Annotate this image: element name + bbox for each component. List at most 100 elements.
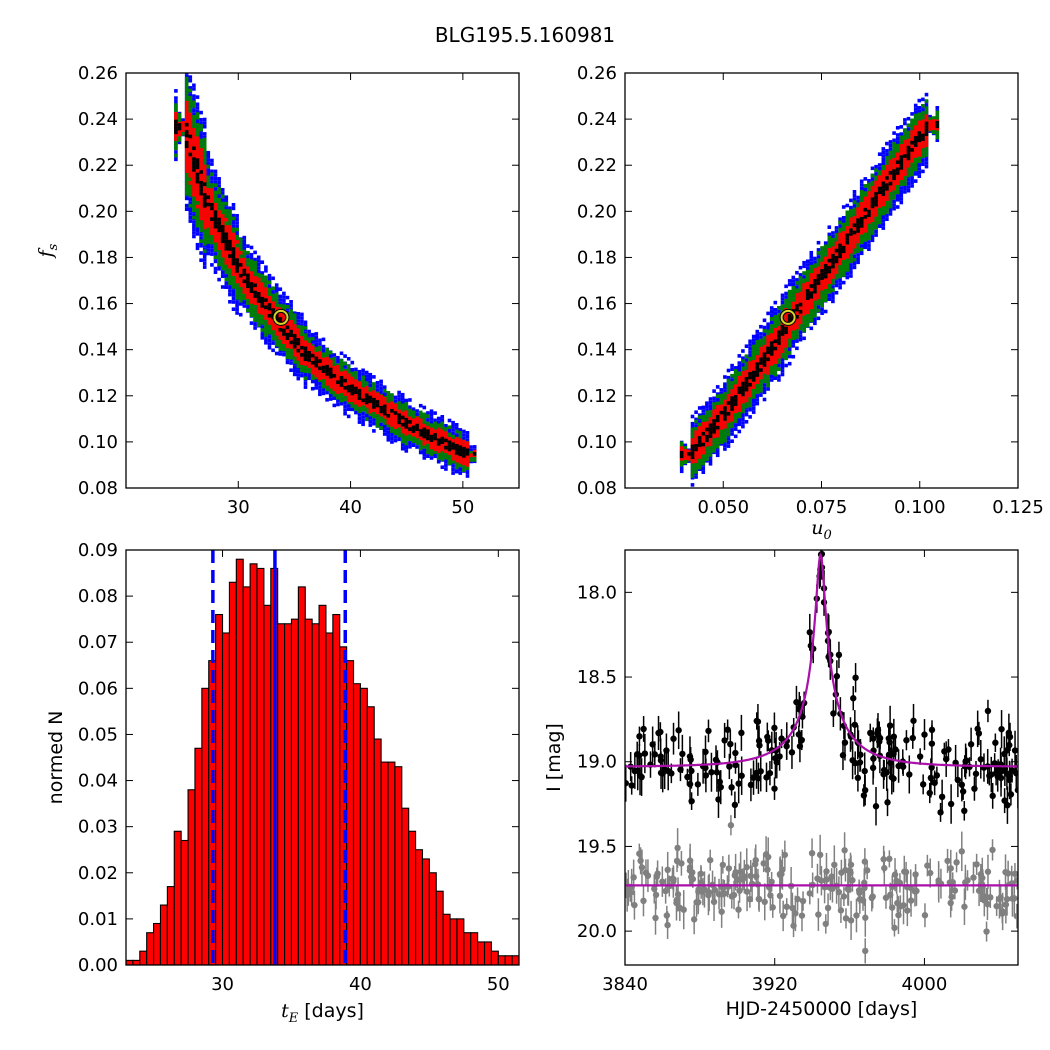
density-cell [195, 172, 200, 177]
density-cell [220, 205, 225, 209]
density-cell [447, 454, 452, 458]
density-cell [411, 429, 416, 433]
density-cell [217, 235, 221, 240]
density-cell [336, 380, 340, 384]
density-cell [220, 270, 225, 275]
density-cell [318, 338, 322, 343]
density-cell [199, 145, 203, 150]
density-cell [350, 391, 355, 396]
density-cell [426, 418, 430, 422]
density-cell [274, 286, 279, 291]
density-cell [318, 376, 322, 381]
density-cell [307, 337, 311, 341]
density-cell [199, 239, 203, 243]
density-cell [285, 303, 290, 307]
density-cell [426, 414, 430, 418]
density-cell [235, 279, 239, 284]
density-cell [264, 329, 268, 334]
density-cell [834, 283, 839, 288]
density-cell [253, 264, 257, 268]
density-cell [885, 141, 889, 146]
density-cell [303, 353, 308, 358]
density-cell [217, 251, 221, 256]
y-tick-label: 0.16 [78, 294, 118, 315]
density-cell [422, 438, 427, 442]
density-cell [242, 275, 247, 280]
density-cell [336, 372, 340, 376]
density-cell [220, 198, 225, 203]
density-cell [206, 236, 211, 241]
density-cell [321, 348, 326, 352]
density-cell [242, 296, 247, 300]
density-cell [400, 400, 405, 404]
density-cell [892, 131, 896, 135]
density-cell [350, 388, 355, 392]
plot-area [174, 73, 477, 478]
density-cell [271, 323, 275, 327]
density-cell [762, 332, 767, 337]
density-cell [737, 422, 742, 427]
density-cell [426, 450, 430, 454]
density-cell [386, 410, 391, 414]
density-cell [188, 95, 193, 100]
density-cell [397, 404, 401, 409]
density-cell [690, 427, 695, 432]
density-cell [415, 445, 419, 449]
density-cell [264, 291, 268, 295]
density-cell [184, 84, 189, 88]
density-cell [177, 116, 182, 121]
density-cell [224, 250, 229, 254]
density-cell [174, 96, 178, 100]
density-cell [813, 321, 817, 326]
density-cell [235, 247, 239, 251]
density-cell [192, 178, 196, 183]
density-cell [694, 424, 698, 429]
density-cell [231, 254, 236, 259]
density-cell [271, 290, 275, 295]
density-cell [206, 240, 211, 244]
density-cell [336, 386, 340, 391]
density-cell [357, 381, 362, 386]
density-cell [206, 195, 211, 200]
density-cell [361, 372, 365, 376]
density-cell [202, 258, 207, 262]
density-cell [195, 106, 200, 110]
density-cell [231, 232, 236, 237]
density-cell [694, 475, 698, 479]
density-cell [723, 386, 727, 390]
density-cell [368, 376, 373, 381]
density-cell [256, 299, 261, 303]
density-cell [224, 261, 229, 265]
density-cell [415, 434, 419, 439]
density-cell [780, 293, 785, 298]
density-cell [325, 364, 329, 369]
density-cell [224, 266, 229, 271]
density-cell [372, 390, 376, 394]
density-cell [679, 441, 684, 445]
density-cell [895, 136, 900, 141]
density-cell [382, 425, 387, 429]
density-cell [228, 232, 232, 237]
density-cell [357, 399, 362, 404]
density-cell [325, 398, 329, 402]
density-cell [741, 417, 745, 422]
density-cell [228, 228, 232, 233]
density-cell [791, 354, 796, 359]
density-cell [188, 116, 193, 120]
density-cell [220, 250, 225, 254]
density-cell [451, 420, 455, 425]
density-cell [762, 383, 767, 387]
density-cell [206, 202, 211, 207]
density-cell [397, 426, 401, 431]
density-cell [235, 281, 239, 286]
density-cell [730, 367, 734, 371]
density-cell [888, 208, 893, 213]
density-cell [289, 340, 293, 345]
density-cell [690, 421, 695, 426]
density-cell [292, 360, 297, 364]
density-cell [361, 411, 365, 416]
density-cell [458, 463, 463, 467]
density-cell [246, 273, 250, 278]
density-cell [336, 399, 340, 403]
density-cell [777, 363, 781, 368]
